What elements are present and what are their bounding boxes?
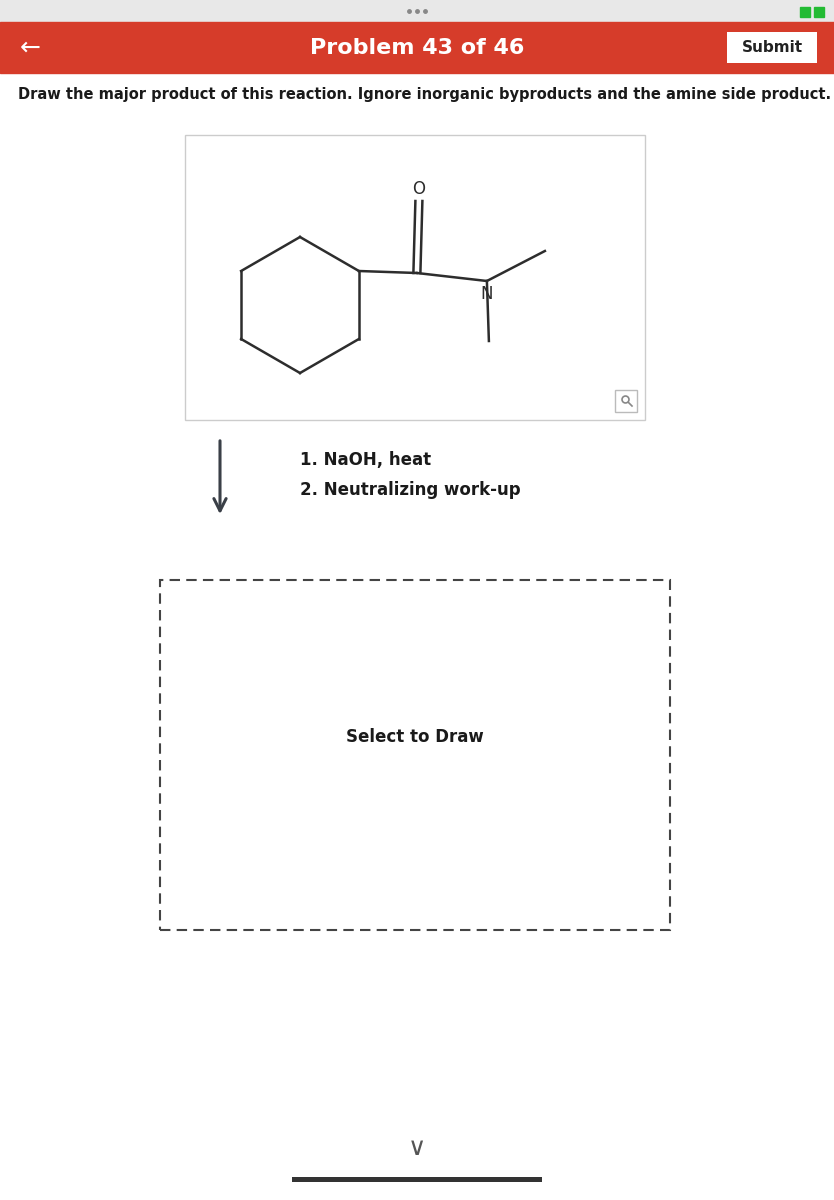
Text: Draw the major product of this reaction. Ignore inorganic byproducts and the ami: Draw the major product of this reaction.…	[18, 86, 831, 102]
Text: 1. NaOH, heat: 1. NaOH, heat	[300, 451, 431, 469]
Bar	[800, 7, 810, 17]
Bar	[160, 580, 670, 930]
Text: Submit: Submit	[741, 40, 802, 55]
Text: Select to Draw: Select to Draw	[346, 728, 484, 746]
Text: N: N	[480, 284, 493, 302]
Bar	[727, 32, 817, 62]
Text: ∨: ∨	[408, 1136, 426, 1160]
Bar	[0, 0, 834, 22]
Text: Problem 43 of 46: Problem 43 of 46	[309, 37, 525, 58]
Text: 2. Neutralizing work-up: 2. Neutralizing work-up	[300, 481, 520, 499]
Bar	[292, 1177, 542, 1182]
Text: ←: ←	[20, 36, 41, 60]
Bar	[814, 7, 824, 17]
Bar	[0, 22, 834, 73]
Bar	[615, 390, 637, 412]
Bar	[185, 134, 645, 420]
Text: O: O	[412, 180, 425, 198]
